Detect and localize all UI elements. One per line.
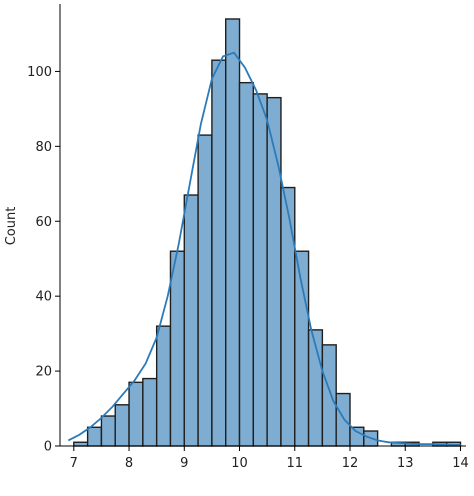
histogram-bar-8: [183, 194, 199, 447]
histogram-bar-0: [73, 441, 89, 447]
histogram-bar-2: [100, 415, 116, 447]
x-tick-label: 10: [231, 456, 248, 471]
histogram-bar-1: [86, 426, 103, 447]
x-tick-label: 12: [342, 456, 359, 471]
x-tick-label: 11: [286, 456, 303, 471]
histogram-bar-15: [280, 186, 296, 447]
x-axis-ticks: 7 8 9 10 11 12 13 14: [70, 446, 469, 471]
histogram-bar-4: [128, 381, 144, 447]
histogram-bar-3: [114, 404, 130, 447]
histogram-bar-12: [238, 81, 255, 447]
y-tick-label: 60: [35, 215, 52, 230]
y-tick-label: 20: [35, 365, 52, 380]
y-axis-ticks: 0 20 40 60 80 100: [27, 65, 60, 455]
y-tick-label: 80: [35, 140, 52, 155]
y-tick-label: 100: [27, 65, 52, 80]
histogram-bar-11: [225, 18, 241, 447]
y-tick-label: 0: [44, 440, 52, 455]
y-tick-label: 40: [35, 290, 52, 305]
x-tick-label: 13: [397, 456, 414, 471]
histogram-bar-7: [169, 250, 185, 447]
histogram-bar-13: [252, 93, 268, 447]
histogram-bar-5: [142, 377, 158, 447]
histogram-bar-6: [155, 325, 172, 447]
histogram-bar-20: [349, 426, 365, 447]
x-tick-label: 9: [180, 456, 188, 471]
y-axis-label: Count: [4, 207, 19, 246]
histogram-bar-18: [321, 344, 337, 447]
x-tick-label: 7: [70, 456, 78, 471]
kde-curve: [67, 51, 461, 446]
x-tick-label: 8: [125, 456, 133, 471]
x-tick-label: 14: [452, 456, 469, 471]
histogram-bars: [73, 18, 462, 447]
histogram-bar-9: [197, 134, 213, 447]
histogram-bar-10: [211, 59, 227, 447]
histogram-bar-19: [335, 392, 351, 447]
